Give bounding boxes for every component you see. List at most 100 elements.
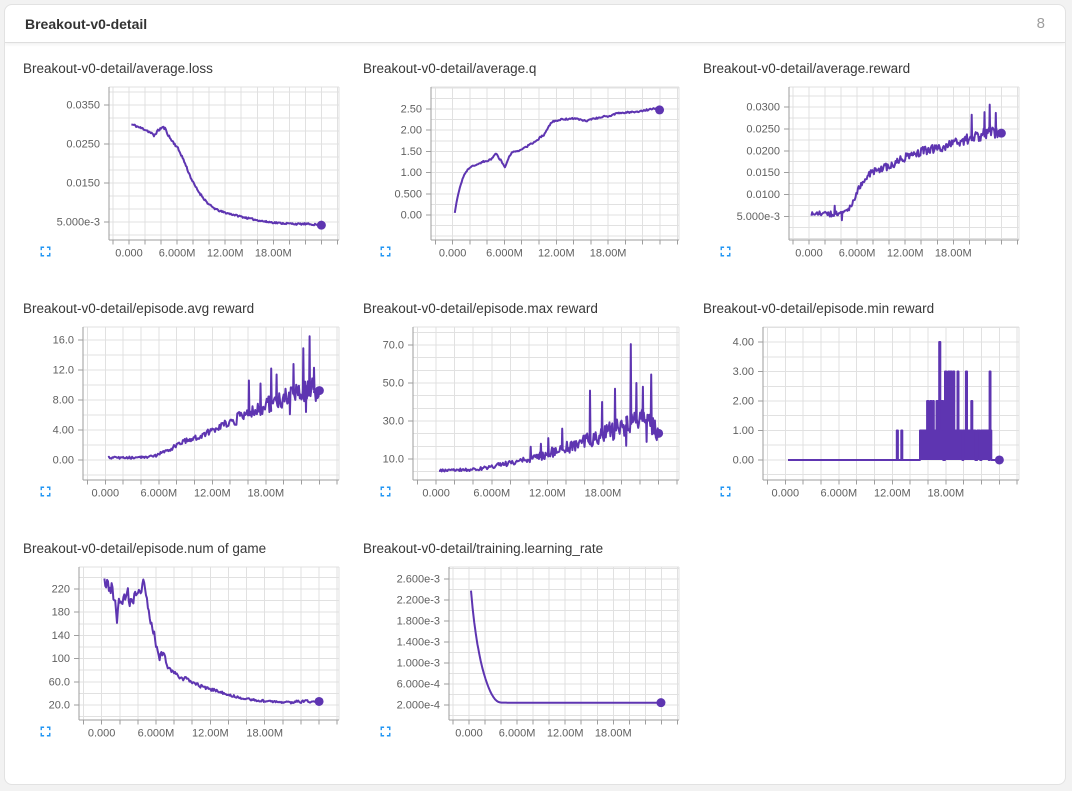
axis-tick-label: 0.0150 [746, 167, 780, 179]
axis-tick-label: 12.00M [192, 728, 229, 740]
chart-card: Breakout-v0-detail/episode.max reward 70.… [351, 297, 681, 537]
axis-tick-label: 0.000 [772, 488, 800, 500]
chart-plot[interactable]: 4.00 3.00 2.00 1.00 0.00 0.000 6.000M 12.00M 18.… [691, 323, 1021, 515]
fullscreen-icon [380, 486, 391, 497]
chart-title: Breakout-v0-detail/episode.max reward [363, 301, 598, 316]
chart-plot[interactable]: 16.0 12.0 8.00 4.00 0.00 0.000 6.000M 12.00M 18.… [11, 323, 341, 515]
axis-tick-label: 70.0 [383, 340, 404, 352]
expand-chart-button[interactable] [377, 243, 394, 260]
axis-tick-label: 18.00M [248, 488, 285, 500]
axis-tick-label: 18.00M [590, 248, 627, 260]
axis-tick-label: 6.000M [839, 248, 876, 260]
chart-title: Breakout-v0-detail/training.learning_rat… [363, 541, 604, 556]
axis-tick-label: 4.00 [53, 424, 74, 436]
expand-chart-button[interactable] [377, 483, 394, 500]
axis-tick-label: 10.0 [383, 454, 404, 466]
chart-card: Breakout-v0-detail/episode.avg reward 16.… [11, 297, 341, 537]
chart-card: Breakout-v0-detail/episode.min reward 4.0… [691, 297, 1021, 537]
axis-tick-label: 6.000e-4 [397, 679, 440, 691]
axis-tick-label: 6.000M [499, 728, 536, 740]
series-end-dot [996, 128, 1006, 138]
expand-chart-button[interactable] [37, 723, 54, 740]
axis-tick-label: 2.00 [401, 125, 422, 137]
axis-tick-label: 0.000 [88, 728, 116, 740]
axis-tick-label: 0.000 [92, 488, 120, 500]
chart-plot[interactable]: 2.600e-3 2.200e-3 1.800e-3 1.400e-3 1.000e-3… [351, 563, 681, 755]
axis-tick-label: 5.000e-3 [57, 217, 100, 229]
axis-tick-label: 6.000M [473, 488, 510, 500]
chart-card: Breakout-v0-detail/episode.num of game 22… [11, 537, 341, 777]
expand-chart-button[interactable] [37, 483, 54, 500]
axis-tick-label: 18.00M [255, 248, 292, 260]
series-line [131, 123, 322, 227]
axis-tick-label: 18.00M [246, 728, 283, 740]
series-line [788, 341, 1000, 461]
axis-tick-label: 4.00 [733, 337, 754, 349]
expand-chart-button[interactable] [377, 723, 394, 740]
axis-tick-label: 12.00M [887, 248, 924, 260]
series-line [470, 590, 662, 704]
expand-chart-button[interactable] [37, 243, 54, 260]
fullscreen-icon [380, 246, 391, 257]
axis-tick-label: 3.00 [733, 366, 754, 378]
axis-tick-label: 12.00M [207, 248, 244, 260]
expand-chart-button[interactable] [717, 483, 734, 500]
axis-tick-label: 0.000 [795, 248, 823, 260]
chart-plot[interactable]: 2.50 2.00 1.50 1.00 0.500 0.00 0.000 6.000M 12.0… [351, 83, 681, 275]
axis-tick-label: 0.000 [455, 728, 483, 740]
chart-title: Breakout-v0-detail/episode.min reward [703, 301, 935, 316]
series-end-dot [654, 428, 664, 438]
chart-title: Breakout-v0-detail/average.reward [703, 61, 911, 76]
fullscreen-icon [40, 486, 51, 497]
axis-tick-label: 6.000M [486, 248, 523, 260]
chart-plot[interactable]: 0.0350 0.0250 0.0150 5.000e-3 0.000 6.000M 12.… [11, 83, 341, 275]
chart-card: Breakout-v0-detail/average.loss 0.0350 0.0… [11, 57, 341, 297]
series-line [438, 343, 660, 473]
axis-tick-label: 180 [52, 607, 70, 619]
axis-tick-label: 6.000M [140, 488, 177, 500]
axis-tick-label: 2.000e-4 [397, 700, 440, 712]
series-line [107, 335, 321, 460]
series-end-dot [314, 386, 324, 396]
axis-tick-label: 220 [52, 584, 70, 596]
axis-tick-label: 0.0150 [66, 178, 100, 190]
axis-tick-label: 0.00 [733, 454, 754, 466]
chart-plot[interactable]: 70.0 50.0 30.0 10.0 0.000 6.000M 12.00M 18.00M [351, 323, 681, 515]
axis-tick-label: 16.0 [53, 334, 74, 346]
axis-tick-label: 12.00M [874, 488, 911, 500]
chart-plot[interactable]: 0.0300 0.0250 0.0200 0.0150 0.0100 5.000e-3 0.… [691, 83, 1021, 275]
axis-tick-label: 140 [52, 630, 70, 642]
axis-tick-label: 20.0 [49, 699, 70, 711]
series-end-dot [994, 455, 1004, 465]
expand-chart-button[interactable] [717, 243, 734, 260]
axis-tick-label: 0.0100 [746, 189, 780, 201]
axis-tick-label: 6.000M [159, 248, 196, 260]
axis-tick-label: 2.00 [733, 395, 754, 407]
axis-tick-label: 6.000M [820, 488, 857, 500]
chart-title: Breakout-v0-detail/average.q [363, 61, 537, 76]
axis-tick-label: 0.00 [53, 454, 74, 466]
axis-tick-label: 1.000e-3 [397, 658, 440, 670]
charts-grid: Breakout-v0-detail/average.loss 0.0350 0.0… [5, 43, 1065, 777]
chart-plot[interactable]: 220 180 140 100 60.0 20.0 0.000 6.000M 12.00M 18.… [11, 563, 341, 755]
axis-tick-label: 1.800e-3 [397, 616, 440, 628]
group-title: Breakout-v0-detail [25, 15, 148, 32]
group-header[interactable]: Breakout-v0-detail 8 [5, 5, 1065, 43]
axis-tick-label: 0.0350 [66, 99, 100, 111]
axis-tick-label: 0.0200 [746, 145, 780, 157]
axis-tick-label: 1.00 [733, 425, 754, 437]
chart-card: Breakout-v0-detail/training.learning_rat… [351, 537, 681, 777]
axis-tick-label: 6.000M [138, 728, 175, 740]
axis-tick-label: 18.00M [935, 248, 972, 260]
chart-card: Breakout-v0-detail/average.reward 0.0300 0… [691, 57, 1021, 297]
axis-tick-label: 0.0300 [746, 101, 780, 113]
axis-tick-label: 30.0 [383, 416, 404, 428]
axis-tick-label: 50.0 [383, 378, 404, 390]
fullscreen-icon [720, 486, 731, 497]
series-line [453, 107, 661, 214]
axis-tick-label: 12.00M [538, 248, 575, 260]
scalar-group-card: Breakout-v0-detail 8 Breakout-v0-detail/… [4, 4, 1066, 785]
axis-tick-label: 1.00 [401, 167, 422, 179]
axis-tick-label: 2.600e-3 [397, 574, 440, 586]
fullscreen-icon [40, 246, 51, 257]
